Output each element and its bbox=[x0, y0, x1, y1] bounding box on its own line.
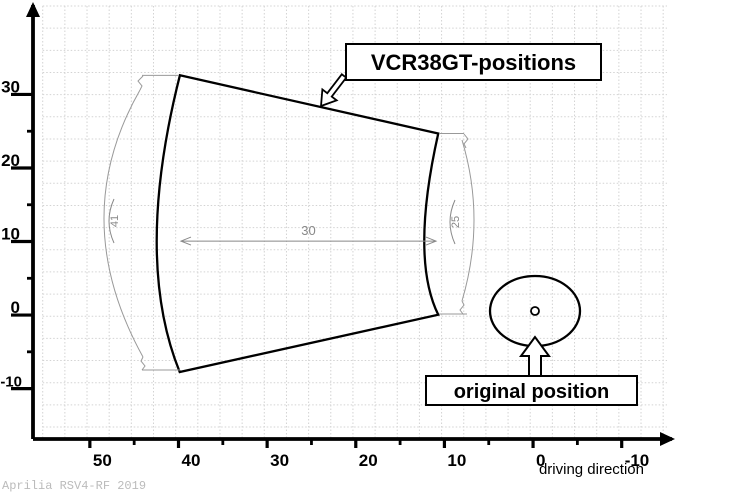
svg-text:25: 25 bbox=[450, 216, 462, 228]
svg-text:20: 20 bbox=[359, 451, 378, 470]
svg-text:VCR38GT-positions: VCR38GT-positions bbox=[371, 50, 576, 75]
svg-text:10: 10 bbox=[447, 451, 466, 470]
svg-text:30: 30 bbox=[270, 451, 289, 470]
svg-text:40: 40 bbox=[182, 451, 201, 470]
svg-text:50: 50 bbox=[93, 451, 112, 470]
svg-text:41: 41 bbox=[109, 215, 121, 227]
svg-text:Aprilia RSV4-RF 2019: Aprilia RSV4-RF 2019 bbox=[2, 479, 146, 493]
svg-text:original position: original position bbox=[454, 381, 610, 403]
svg-text:30: 30 bbox=[301, 223, 315, 238]
svg-text:driving direction: driving direction bbox=[539, 461, 644, 478]
